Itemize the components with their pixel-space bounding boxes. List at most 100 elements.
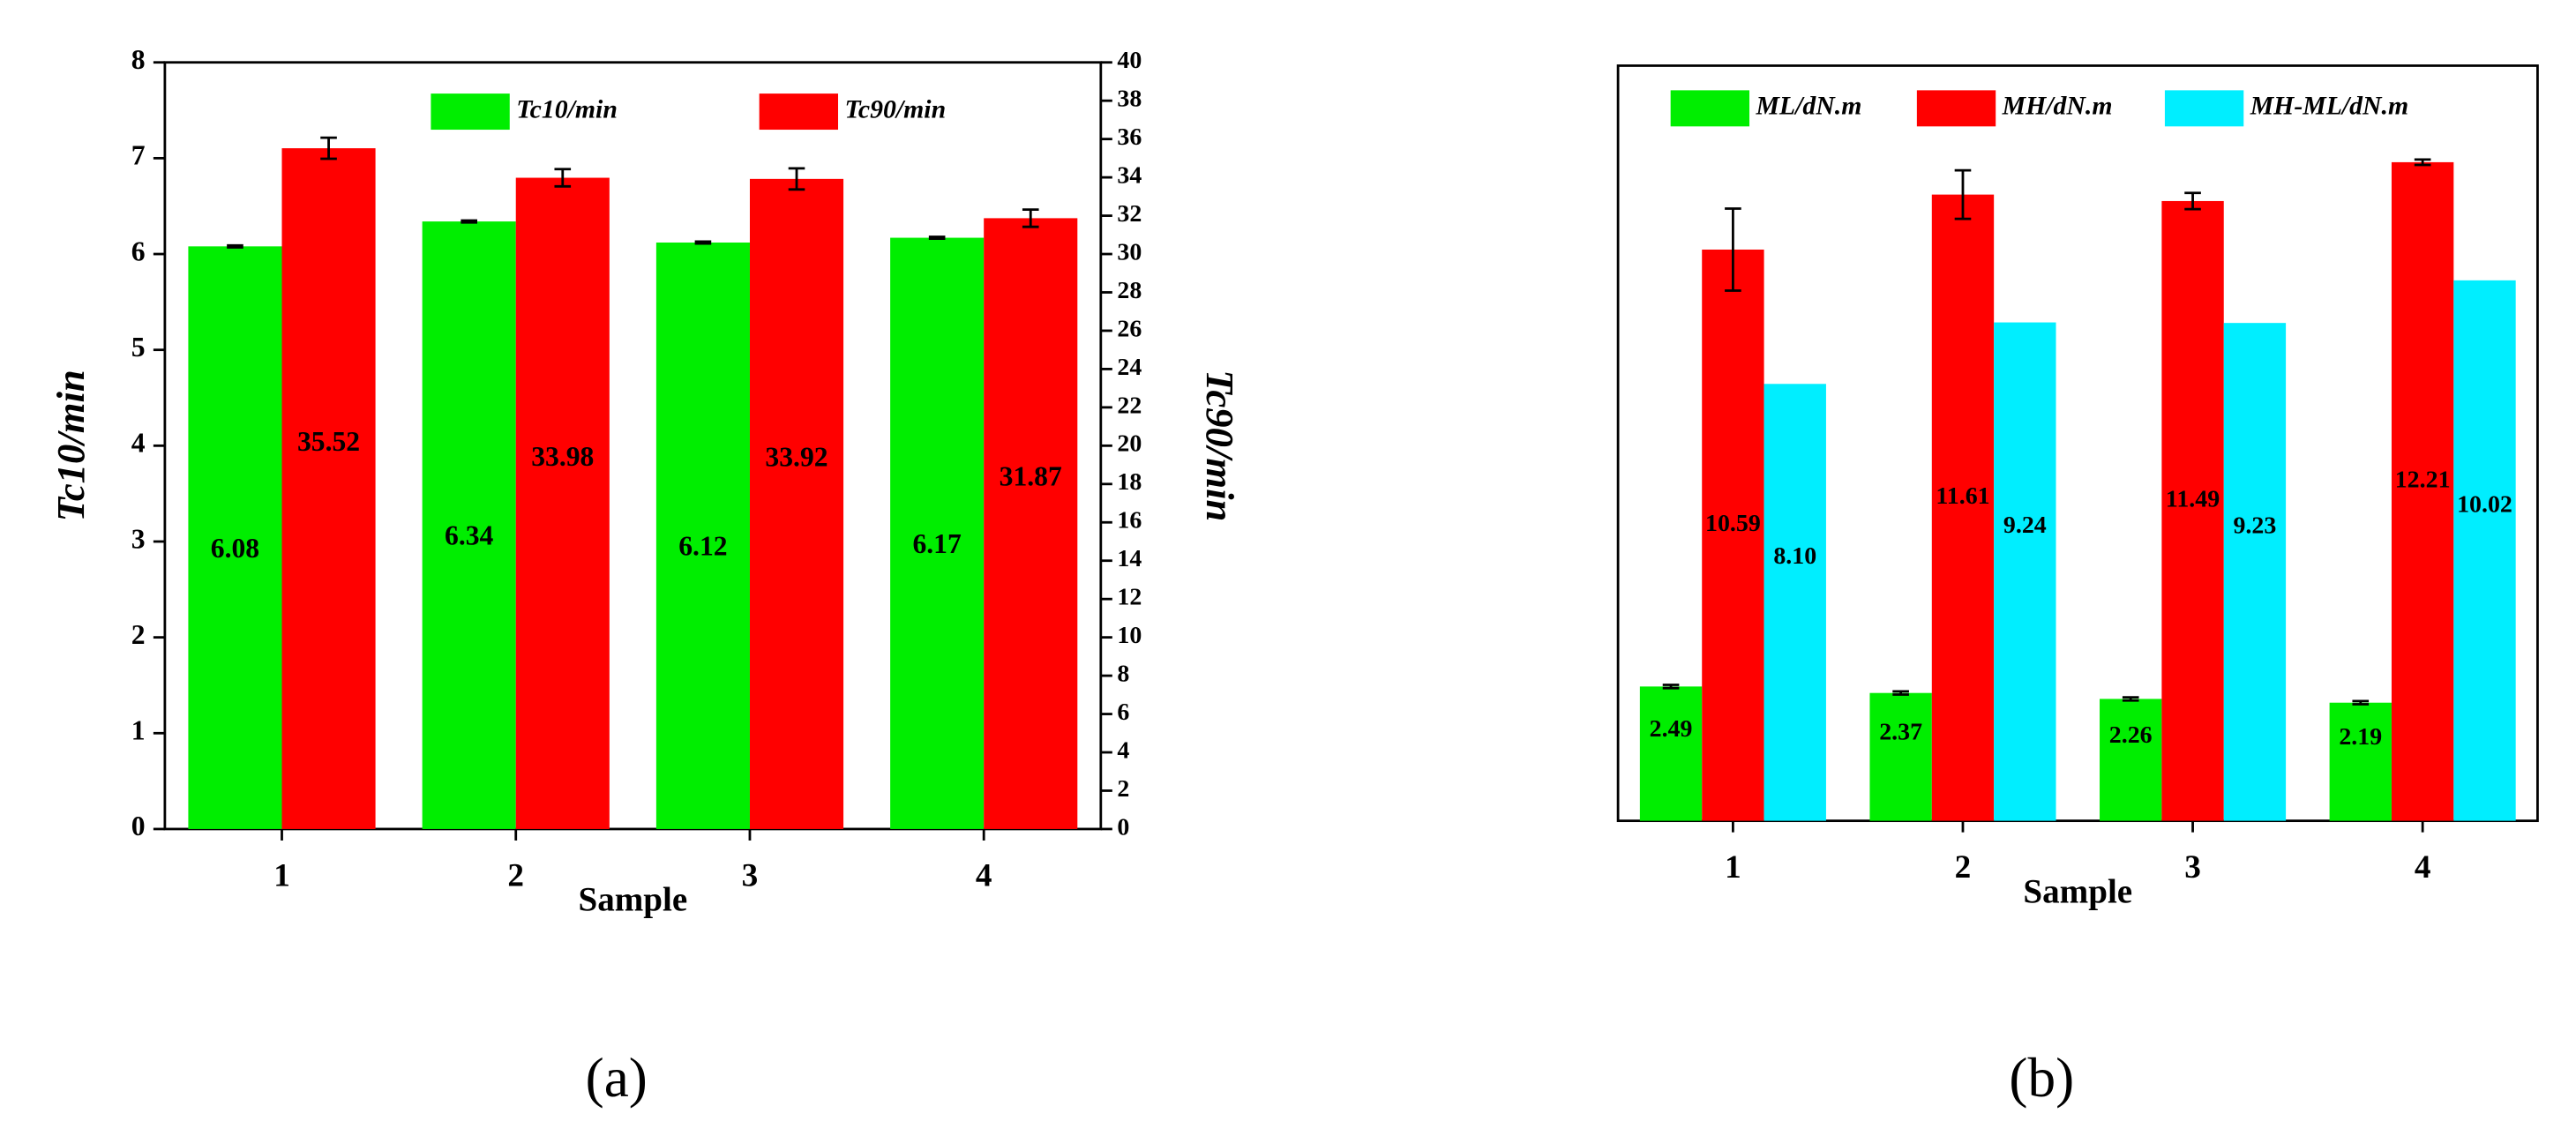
x-tick-label: 4 — [976, 857, 992, 893]
bar — [1764, 384, 1826, 821]
value-label: 8.10 — [1773, 542, 1816, 570]
y2-tick-label: 38 — [1117, 86, 1142, 113]
error-bar — [1954, 168, 1972, 220]
legend-label: Tc90/min — [844, 94, 946, 123]
y2-tick-label: 16 — [1117, 507, 1142, 534]
bar — [1702, 249, 1764, 821]
x-tick-label: 1 — [1725, 849, 1741, 886]
y2-tick-label: 36 — [1117, 123, 1142, 151]
legend-swatch — [431, 93, 510, 131]
plot-frame — [1616, 64, 2539, 823]
value-label: 2.26 — [2109, 721, 2153, 749]
x-tick-label: 2 — [507, 857, 524, 893]
legend-swatch — [2164, 90, 2244, 127]
legend-swatch — [759, 93, 839, 131]
value-label: 12.21 — [2395, 467, 2451, 494]
bar — [281, 148, 376, 829]
error-bar — [1725, 207, 1741, 292]
error-bar — [2352, 699, 2370, 706]
bar — [422, 221, 516, 829]
legend-label: MH-ML/dN.m — [2250, 92, 2408, 121]
error-bar — [1662, 684, 1680, 690]
bar — [890, 237, 985, 829]
bar — [1639, 686, 1703, 821]
error-bar — [227, 243, 243, 249]
value-label: 11.49 — [2166, 486, 2220, 513]
value-label: 10.02 — [2457, 490, 2512, 518]
y2-tick-label: 34 — [1117, 162, 1142, 190]
value-label: 33.98 — [531, 441, 594, 472]
legend-label: MH/dN.m — [2002, 92, 2113, 121]
value-label: 2.49 — [1650, 715, 1693, 743]
y2-tick-label: 32 — [1117, 200, 1142, 228]
y2-tick-label: 22 — [1117, 392, 1142, 419]
value-label: 6.08 — [211, 533, 259, 564]
bar — [984, 218, 1078, 829]
error-bar — [1892, 690, 1909, 696]
bar — [749, 178, 844, 829]
y-tick-label: 7 — [131, 140, 146, 171]
bar — [2161, 200, 2224, 821]
y2-tick-label: 18 — [1117, 468, 1142, 496]
y-tick-label: 6 — [131, 235, 146, 266]
y2-tick-label: 4 — [1117, 736, 1129, 764]
y2-tick-label: 26 — [1117, 315, 1142, 342]
y-axis-label: Tc10/min — [49, 370, 93, 521]
y-tick-label: 0 — [131, 811, 146, 841]
value-label: 6.34 — [445, 520, 494, 551]
error-bar — [694, 240, 712, 245]
value-label: 2.19 — [2339, 723, 2382, 751]
y2-tick-label: 6 — [1117, 699, 1129, 726]
bar — [1869, 692, 1932, 821]
x-tick-label: 1 — [273, 857, 290, 893]
x-tick-label: 4 — [2415, 849, 2431, 886]
error-bar — [461, 219, 477, 224]
bar — [2453, 280, 2516, 821]
bar — [655, 242, 750, 829]
error-bar — [554, 168, 572, 188]
y-tick-label: 3 — [131, 523, 146, 554]
y2-tick-label: 10 — [1117, 622, 1142, 649]
legend-label: ML/dN.m — [1755, 92, 1861, 121]
error-bar — [2414, 158, 2431, 167]
bar — [2329, 702, 2392, 821]
error-bar — [788, 167, 805, 191]
bar — [1994, 322, 2056, 821]
y-tick-label: 4 — [131, 428, 146, 459]
legend-swatch — [1670, 90, 1750, 127]
y2-tick-label: 8 — [1117, 661, 1129, 688]
y-tick-label: 5 — [131, 332, 146, 362]
bar — [2223, 323, 2287, 821]
y2-tick-label: 40 — [1117, 47, 1142, 74]
y2-tick-label: 20 — [1117, 430, 1142, 458]
y-tick-label: 8 — [131, 44, 146, 75]
y2-tick-label: 24 — [1117, 354, 1142, 381]
x-tick-label: 3 — [742, 857, 759, 893]
error-bar — [2122, 696, 2139, 702]
y2-tick-label: 12 — [1117, 584, 1142, 611]
value-label: 10.59 — [1705, 510, 1761, 537]
value-label: 31.87 — [1000, 461, 1062, 492]
error-bar — [2184, 191, 2201, 211]
legend-swatch — [1916, 90, 1996, 127]
x-tick-label: 3 — [2184, 849, 2201, 886]
y-tick-label: 1 — [131, 715, 146, 746]
error-bar — [320, 136, 337, 161]
y2-tick-label: 2 — [1117, 775, 1129, 803]
y2-tick-label: 14 — [1117, 545, 1142, 572]
error-bar — [1022, 208, 1039, 228]
caption: (b) — [2009, 1047, 2074, 1109]
bar — [2391, 161, 2454, 821]
value-label: 2.37 — [1879, 719, 1922, 746]
x-tick-label: 2 — [1955, 849, 1972, 886]
bar — [515, 177, 610, 829]
y2-tick-label: 28 — [1117, 277, 1142, 304]
value-label: 6.17 — [912, 528, 962, 559]
value-label: 9.24 — [2003, 512, 2047, 539]
x-axis-label: Sample — [2023, 872, 2132, 910]
value-label: 35.52 — [297, 426, 360, 457]
value-label: 11.61 — [1936, 482, 1989, 510]
y2-tick-label: 0 — [1117, 813, 1129, 841]
